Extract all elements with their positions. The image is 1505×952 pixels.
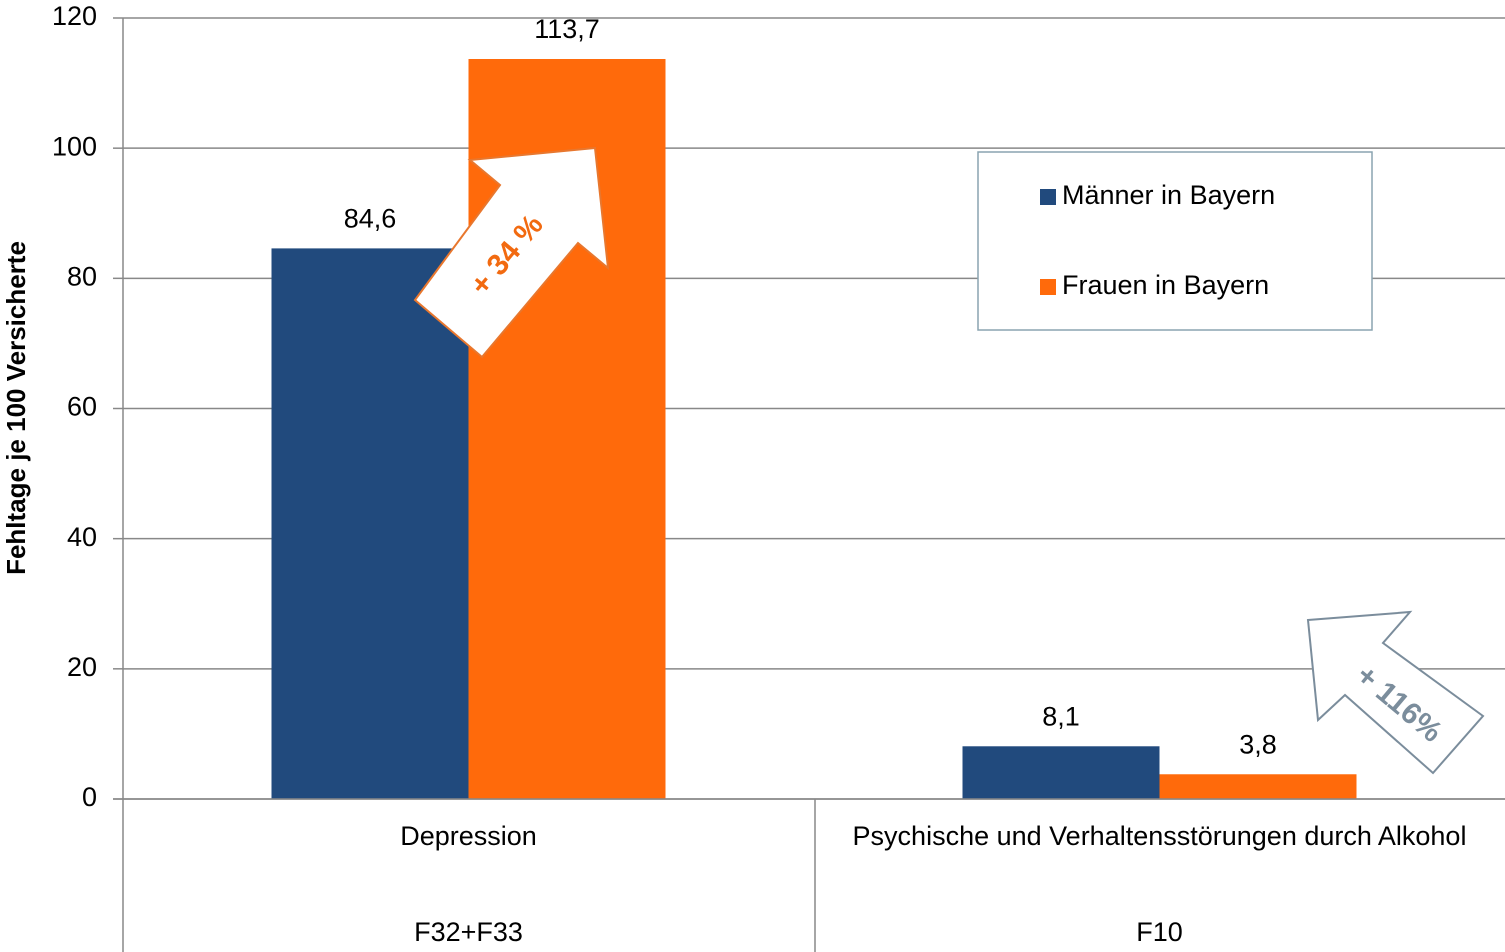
y-tick-label: 80 (67, 261, 97, 291)
category-code: F32+F33 (414, 917, 523, 947)
legend-swatch (1040, 189, 1056, 205)
bar (1159, 774, 1357, 799)
legend-entries: Männer in Bayern Frauen in Bayern (1040, 180, 1275, 300)
x-tick-label: Depression (400, 821, 537, 851)
bar (962, 746, 1160, 799)
value-label: 84,6 (344, 204, 397, 234)
arrow-annotation (413, 146, 610, 359)
arrow-annotation (1306, 610, 1485, 775)
bar (271, 248, 469, 799)
x-tick-label: Psychische und Verhaltensstörungen durch… (852, 821, 1467, 851)
y-tick-label: 40 (67, 522, 97, 552)
legend (977, 151, 1373, 331)
value-label: 8,1 (1042, 701, 1080, 731)
y-tick-label: 60 (67, 392, 97, 422)
legend-label: Männer in Bayern (1062, 180, 1275, 210)
legend-swatch (1040, 279, 1056, 295)
value-label: 113,7 (534, 14, 600, 44)
y-tick-label: 20 (67, 652, 97, 682)
grid: 0 20 40 60 80 100 120 (52, 1, 1505, 812)
bars: 84,6 113,7 8,1 3,8 (271, 14, 1357, 799)
y-tick-label: 120 (52, 1, 97, 31)
y-axis-title: Fehltage je 100 Versicherte (1, 241, 31, 575)
legend-label: Frauen in Bayern (1062, 270, 1269, 300)
y-tick-label: 0 (82, 782, 97, 812)
y-tick-label: 100 (52, 131, 97, 161)
category-code: F10 (1136, 917, 1183, 947)
value-label: 3,8 (1239, 729, 1277, 759)
